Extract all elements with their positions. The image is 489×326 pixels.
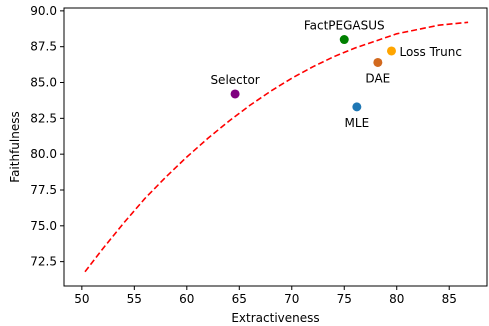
labels-layer: Selector FactPEGASUS Loss Trunc DAE MLE [210,19,461,130]
data-label: Loss Trunc [399,45,461,59]
data-point [386,46,396,56]
y-tick-label: 85.0 [30,76,57,90]
x-tick-label: 80 [389,292,404,306]
y-tick-label: 72.5 [30,255,57,269]
data-point [230,89,240,99]
data-point [373,57,383,67]
data-label: DAE [365,71,390,85]
x-tick-label: 60 [179,292,194,306]
y-axis-title: Faithfulness [8,111,22,182]
data-point [339,35,349,45]
x-tick-label: 65 [232,292,247,306]
axes-layer: 50 55 60 65 70 75 80 85 72.5 75.0 77.5 80.0 82.5 85.0… [30,4,488,306]
x-tick-label: 70 [284,292,299,306]
y-tick-label: 90.0 [30,4,57,18]
y-tick-label: 75.0 [30,219,57,233]
data-label: Selector [210,73,259,87]
x-tick-label: 55 [127,292,142,306]
data-label: FactPEGASUS [304,19,385,33]
y-tick-label: 80.0 [30,147,57,161]
data-label: MLE [345,116,370,130]
y-tick-label: 87.5 [30,40,57,54]
points-layer [230,35,396,112]
trend-line [84,21,469,273]
y-tick-label: 82.5 [30,111,57,125]
x-axis-title: Extractiveness [231,311,319,325]
data-point [352,102,362,112]
x-tick-label: 85 [442,292,457,306]
x-tick-label: 75 [337,292,352,306]
x-tick-label: 50 [74,292,89,306]
trend-layer [84,21,469,273]
plot-frame [63,7,488,287]
y-tick-label: 77.5 [30,183,57,197]
